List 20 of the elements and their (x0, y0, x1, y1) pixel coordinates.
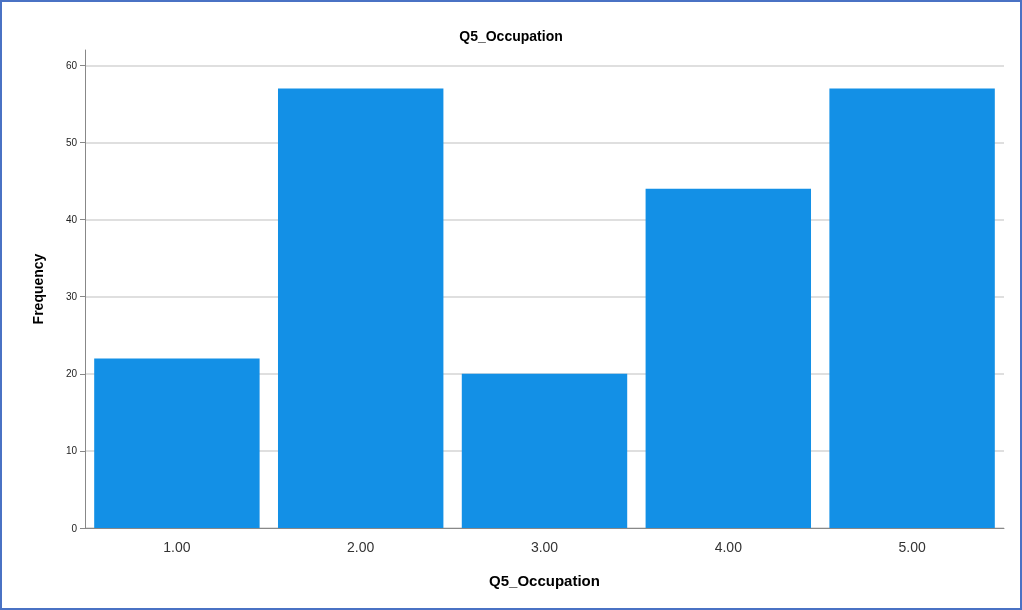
y-tick-label: 0 (71, 522, 78, 534)
x-tick-label: 4.00 (714, 539, 743, 555)
y-tick-label: 20 (65, 368, 78, 380)
y-axis-title: Frequency (30, 253, 46, 325)
bar (94, 358, 260, 528)
bar (461, 373, 628, 528)
y-tick-label: 50 (65, 137, 78, 149)
bar (645, 188, 812, 528)
y-tick-label: 60 (65, 59, 78, 71)
y-tick-label: 10 (65, 445, 78, 457)
bar (277, 88, 444, 528)
x-tick-label: 2.00 (347, 539, 375, 555)
y-tick-label: 30 (65, 291, 78, 303)
y-tick-label: 40 (65, 214, 78, 226)
bar (829, 88, 995, 528)
x-tick-label: 3.00 (530, 539, 559, 555)
x-axis-title: Q5_Occupation (489, 572, 600, 589)
chart-title: Q5_Occupation (459, 28, 563, 44)
x-tick-label: 1.00 (163, 539, 191, 555)
x-tick-label: 5.00 (898, 539, 926, 555)
